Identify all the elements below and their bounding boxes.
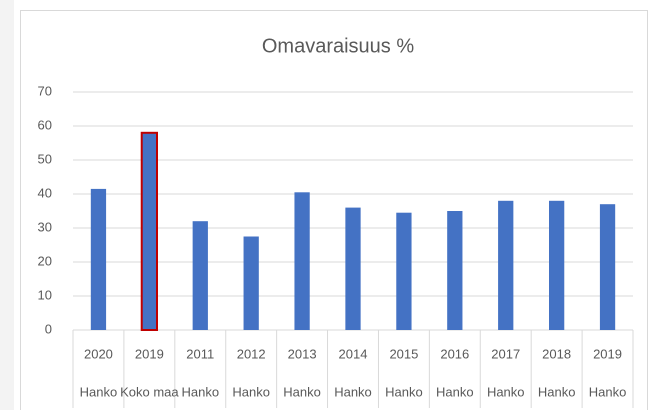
y-tick-label: 70 <box>38 83 52 98</box>
bar <box>294 192 310 330</box>
x-tick-label: 2019 <box>135 346 164 361</box>
x-group-label: Hanko <box>283 384 321 399</box>
bar <box>345 207 361 330</box>
x-tick-label: 2014 <box>339 346 368 361</box>
y-tick-label: 40 <box>38 185 52 200</box>
side-strip <box>0 0 14 410</box>
x-tick-label: 2017 <box>491 346 520 361</box>
bar <box>599 204 616 330</box>
bar <box>140 131 159 331</box>
x-group-label: Hanko <box>589 384 627 399</box>
x-tick-label: 2013 <box>288 346 317 361</box>
bar <box>447 211 463 330</box>
y-tick-label: 10 <box>38 287 52 302</box>
chart-area <box>20 10 648 410</box>
bar <box>192 221 208 330</box>
x-tick-label: 2012 <box>237 346 266 361</box>
bar <box>498 200 514 330</box>
y-tick-label: 30 <box>38 219 52 234</box>
x-tick-label: 2018 <box>542 346 571 361</box>
x-group-label: Hanko <box>385 384 423 399</box>
x-tick-label: 2020 <box>84 346 113 361</box>
x-group-label: Hanko <box>487 384 525 399</box>
bar <box>243 236 259 330</box>
x-group-label: Hanko <box>232 384 270 399</box>
x-group-label: Hanko <box>181 384 219 399</box>
x-tick-label: 2016 <box>440 346 469 361</box>
x-group-label: Hanko <box>436 384 474 399</box>
x-group-label: Hanko <box>80 384 118 399</box>
bar <box>90 188 107 330</box>
x-group-label: Hanko <box>538 384 576 399</box>
y-tick-label: 60 <box>38 117 52 132</box>
y-tick-label: 50 <box>38 151 52 166</box>
x-tick-label: 2011 <box>186 346 214 361</box>
x-group-label: Hanko <box>334 384 372 399</box>
y-tick-label: 0 <box>45 321 52 336</box>
chart-title: Omavaraisuus % <box>262 35 414 57</box>
bar <box>396 212 412 330</box>
x-group-label: Koko maa <box>120 384 179 399</box>
y-tick-label: 20 <box>38 253 52 268</box>
x-tick-label: 2019 <box>593 346 622 361</box>
bar <box>549 200 565 330</box>
x-tick-label: 2015 <box>389 346 418 361</box>
